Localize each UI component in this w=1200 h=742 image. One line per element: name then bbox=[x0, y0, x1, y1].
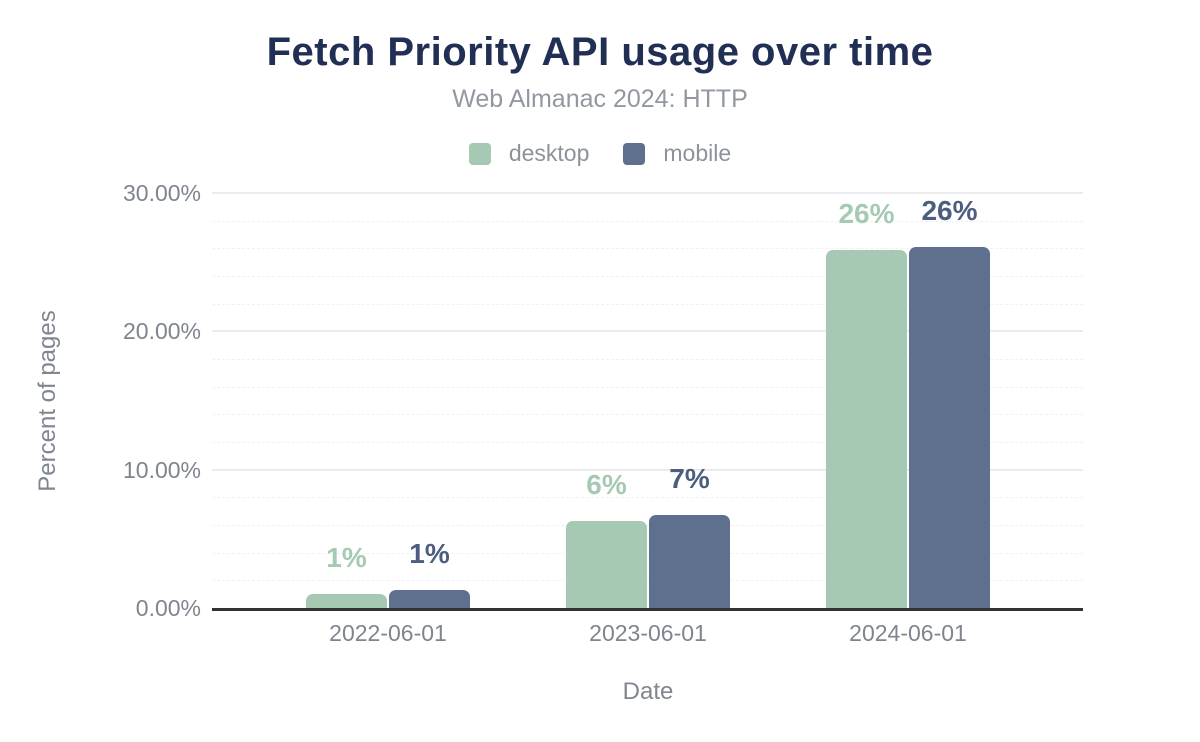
bar-mobile-2022: 1% bbox=[389, 538, 470, 608]
bar-desktop-2022: 1% bbox=[306, 542, 387, 608]
mobile-swatch-icon bbox=[623, 142, 646, 165]
gridline-minor bbox=[212, 552, 1083, 554]
gridline-minor bbox=[212, 386, 1083, 388]
bar-mobile-2023: 7% bbox=[649, 463, 730, 608]
y-tick-label: 10.00% bbox=[122, 456, 201, 483]
bar-value-label: 6% bbox=[586, 468, 627, 500]
gridline-minor bbox=[212, 303, 1083, 305]
legend-item-mobile: mobile bbox=[623, 140, 731, 167]
gridline-major bbox=[212, 468, 1083, 471]
bar-desktop-2024: 26% bbox=[826, 198, 907, 608]
bar-value-label: 7% bbox=[669, 463, 710, 495]
gridline-minor bbox=[212, 414, 1083, 416]
gridline-major bbox=[212, 330, 1083, 333]
legend-label-mobile: mobile bbox=[663, 140, 732, 166]
desktop-swatch-icon bbox=[468, 142, 491, 165]
gridline-major bbox=[212, 192, 1083, 194]
legend-item-desktop: desktop bbox=[468, 140, 590, 167]
bar-value-label: 26% bbox=[838, 197, 895, 229]
x-tick-label: 2023-06-01 bbox=[589, 620, 707, 646]
bar-value-label: 1% bbox=[326, 542, 367, 574]
bar-value-label: 26% bbox=[921, 194, 978, 226]
legend-label-desktop: desktop bbox=[508, 140, 590, 166]
x-axis-title: Date bbox=[622, 678, 674, 705]
gridline-minor bbox=[212, 442, 1083, 443]
gridline-minor bbox=[212, 525, 1083, 526]
gridline-minor bbox=[212, 580, 1083, 582]
bar-desktop-2023: 6% bbox=[566, 469, 647, 608]
y-tick-label: 20.00% bbox=[122, 318, 201, 345]
x-tick-label: 2024-06-01 bbox=[849, 620, 967, 646]
y-tick-label: 30.00% bbox=[122, 180, 201, 206]
x-tick-label: 2022-06-01 bbox=[329, 620, 447, 646]
y-tick-label: 0.00% bbox=[135, 595, 201, 621]
gridline-minor bbox=[212, 359, 1083, 360]
plot-area: 1% 1% 6% 7% 26% 26% bbox=[212, 192, 1083, 611]
gridline-minor bbox=[212, 276, 1083, 277]
legend: desktop mobile bbox=[0, 140, 1200, 167]
chart-subtitle: Web Almanac 2024: HTTP bbox=[452, 85, 748, 113]
gridline-minor bbox=[212, 248, 1083, 250]
gridline-minor bbox=[212, 497, 1083, 499]
chart-title: Fetch Priority API usage over time bbox=[266, 30, 934, 74]
bar-mobile-2024: 26% bbox=[909, 195, 990, 608]
gridline-minor bbox=[212, 220, 1083, 222]
bar-value-label: 1% bbox=[409, 538, 450, 570]
